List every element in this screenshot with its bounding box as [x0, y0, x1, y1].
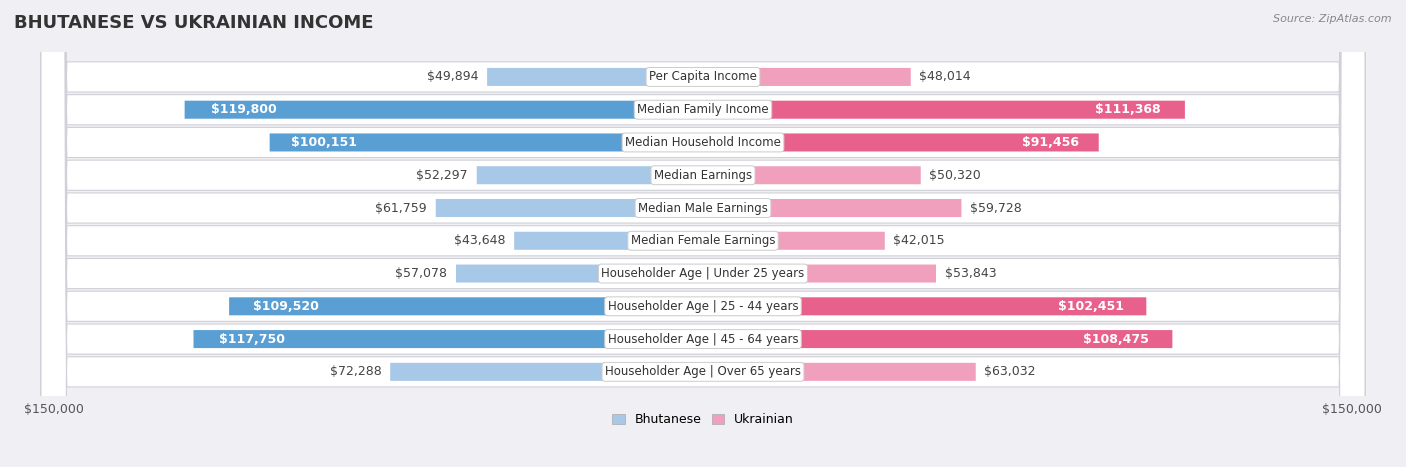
FancyBboxPatch shape	[41, 0, 1365, 467]
FancyBboxPatch shape	[41, 0, 1365, 467]
FancyBboxPatch shape	[703, 297, 1146, 315]
Text: $111,368: $111,368	[1095, 103, 1161, 116]
Text: Per Capita Income: Per Capita Income	[650, 71, 756, 84]
Text: $57,078: $57,078	[395, 267, 447, 280]
FancyBboxPatch shape	[703, 330, 1173, 348]
Text: $43,648: $43,648	[454, 234, 506, 247]
FancyBboxPatch shape	[456, 264, 703, 283]
FancyBboxPatch shape	[229, 297, 703, 315]
FancyBboxPatch shape	[703, 68, 911, 86]
FancyBboxPatch shape	[41, 0, 1365, 467]
Text: Median Household Income: Median Household Income	[626, 136, 780, 149]
Text: Median Earnings: Median Earnings	[654, 169, 752, 182]
Text: $52,297: $52,297	[416, 169, 468, 182]
FancyBboxPatch shape	[486, 68, 703, 86]
Text: $42,015: $42,015	[893, 234, 945, 247]
Text: $109,520: $109,520	[253, 300, 319, 313]
Text: $63,032: $63,032	[984, 365, 1036, 378]
Text: $119,800: $119,800	[211, 103, 277, 116]
FancyBboxPatch shape	[41, 0, 1365, 467]
Text: $59,728: $59,728	[970, 201, 1022, 214]
Text: $117,750: $117,750	[219, 333, 285, 346]
Legend: Bhutanese, Ukrainian: Bhutanese, Ukrainian	[607, 409, 799, 432]
Text: Source: ZipAtlas.com: Source: ZipAtlas.com	[1274, 14, 1392, 24]
Text: $102,451: $102,451	[1059, 300, 1125, 313]
FancyBboxPatch shape	[41, 0, 1365, 467]
Text: Householder Age | 25 - 44 years: Householder Age | 25 - 44 years	[607, 300, 799, 313]
FancyBboxPatch shape	[703, 166, 921, 184]
Text: Householder Age | Under 25 years: Householder Age | Under 25 years	[602, 267, 804, 280]
FancyBboxPatch shape	[41, 0, 1365, 467]
Text: $91,456: $91,456	[1022, 136, 1078, 149]
Text: $48,014: $48,014	[920, 71, 972, 84]
Text: $100,151: $100,151	[291, 136, 357, 149]
FancyBboxPatch shape	[703, 134, 1098, 151]
FancyBboxPatch shape	[703, 264, 936, 283]
FancyBboxPatch shape	[515, 232, 703, 250]
FancyBboxPatch shape	[41, 0, 1365, 467]
Text: $50,320: $50,320	[929, 169, 981, 182]
Text: $108,475: $108,475	[1083, 333, 1149, 346]
FancyBboxPatch shape	[194, 330, 703, 348]
FancyBboxPatch shape	[436, 199, 703, 217]
Text: Householder Age | 45 - 64 years: Householder Age | 45 - 64 years	[607, 333, 799, 346]
Text: BHUTANESE VS UKRAINIAN INCOME: BHUTANESE VS UKRAINIAN INCOME	[14, 14, 374, 32]
Text: Householder Age | Over 65 years: Householder Age | Over 65 years	[605, 365, 801, 378]
Text: $72,288: $72,288	[330, 365, 381, 378]
Text: $53,843: $53,843	[945, 267, 997, 280]
Text: Median Family Income: Median Family Income	[637, 103, 769, 116]
FancyBboxPatch shape	[703, 232, 884, 250]
FancyBboxPatch shape	[41, 0, 1365, 467]
Text: $49,894: $49,894	[427, 71, 478, 84]
FancyBboxPatch shape	[41, 0, 1365, 467]
FancyBboxPatch shape	[477, 166, 703, 184]
FancyBboxPatch shape	[270, 134, 703, 151]
FancyBboxPatch shape	[391, 363, 703, 381]
Text: Median Female Earnings: Median Female Earnings	[631, 234, 775, 247]
FancyBboxPatch shape	[184, 101, 703, 119]
FancyBboxPatch shape	[41, 0, 1365, 467]
FancyBboxPatch shape	[703, 363, 976, 381]
FancyBboxPatch shape	[703, 101, 1185, 119]
Text: Median Male Earnings: Median Male Earnings	[638, 201, 768, 214]
FancyBboxPatch shape	[703, 199, 962, 217]
Text: $61,759: $61,759	[375, 201, 427, 214]
